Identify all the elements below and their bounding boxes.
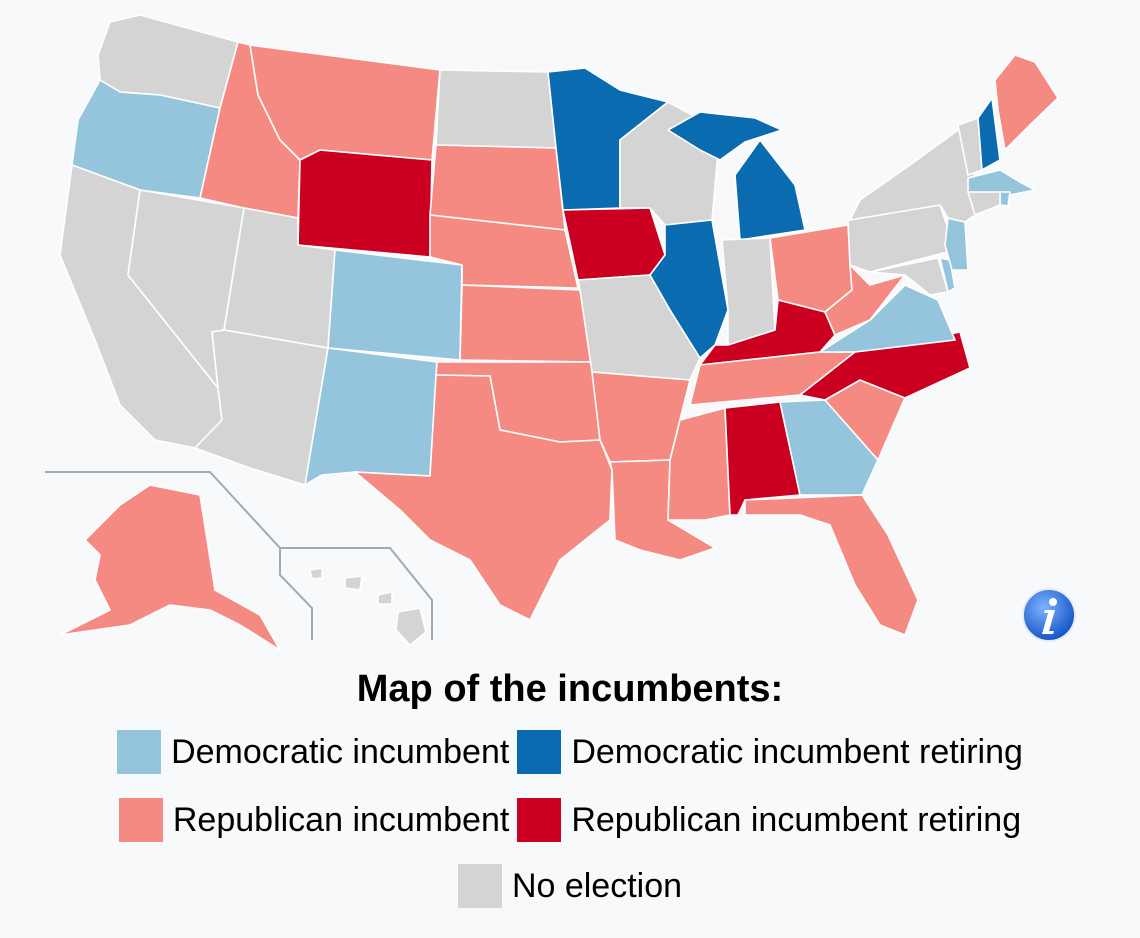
us-senate-map xyxy=(45,14,1059,651)
state-ND[interactable] xyxy=(435,69,557,149)
legend-row-2: Republican incumbent Republican incumben… xyxy=(0,798,1140,842)
legend-item-dem-retiring: Democratic incumbent retiring xyxy=(517,730,1023,774)
state-IL[interactable] xyxy=(649,219,729,359)
state-HI-3[interactable] xyxy=(377,591,393,605)
inset-divider-hawaii xyxy=(280,547,433,640)
state-NH[interactable] xyxy=(977,97,1001,171)
legend-label: Republican incumbent xyxy=(172,800,510,839)
state-HI[interactable] xyxy=(395,607,427,646)
info-button[interactable] xyxy=(1021,587,1077,643)
legend-row-3: No election xyxy=(0,864,1140,908)
state-RI[interactable] xyxy=(999,191,1011,207)
state-DE[interactable] xyxy=(939,257,956,293)
legend-label: Democratic incumbent retiring xyxy=(571,732,1023,771)
state-NM[interactable] xyxy=(304,347,438,486)
inset-divider xyxy=(45,471,313,640)
state-HI-2[interactable] xyxy=(344,575,363,591)
state-GA[interactable] xyxy=(779,399,879,496)
state-KS[interactable] xyxy=(459,284,593,363)
state-WV[interactable] xyxy=(824,264,906,336)
state-FL[interactable] xyxy=(744,494,919,636)
state-CO[interactable] xyxy=(327,249,463,361)
legend-swatch xyxy=(517,730,562,774)
legend-label: Republican incumbent retiring xyxy=(571,800,1022,839)
legend-item-dem-incumbent: Democratic incumbent xyxy=(117,730,509,774)
state-IA[interactable] xyxy=(562,207,666,281)
state-IN[interactable] xyxy=(721,237,776,346)
legend-swatch xyxy=(117,730,162,774)
state-OH[interactable] xyxy=(769,224,853,313)
state-AK[interactable] xyxy=(59,484,281,651)
state-MI[interactable] xyxy=(734,139,806,241)
legend-label: Democratic incumbent xyxy=(171,732,510,771)
legend-row-1: Democratic incumbent Democratic incumben… xyxy=(0,730,1140,774)
legend-item-no-election: No election xyxy=(457,864,683,908)
legend-swatch xyxy=(118,798,163,842)
state-TX[interactable] xyxy=(354,374,613,621)
state-MI-upper[interactable] xyxy=(667,111,783,161)
legend-item-rep-incumbent: Republican incumbent xyxy=(118,798,510,842)
state-ME[interactable] xyxy=(994,54,1059,151)
legend-swatch xyxy=(517,798,562,842)
legend-label: No election xyxy=(511,866,683,905)
info-icon xyxy=(1022,588,1076,642)
legend-swatch xyxy=(457,864,502,908)
state-MD[interactable] xyxy=(869,257,949,296)
state-WY[interactable] xyxy=(297,149,433,258)
state-HI-1[interactable] xyxy=(309,567,323,580)
legend-title: Map of the incumbents: xyxy=(356,668,784,710)
state-CT[interactable] xyxy=(967,191,1001,216)
state-NY[interactable] xyxy=(849,124,976,223)
legend-item-rep-retiring: Republican incumbent retiring xyxy=(517,798,1021,842)
